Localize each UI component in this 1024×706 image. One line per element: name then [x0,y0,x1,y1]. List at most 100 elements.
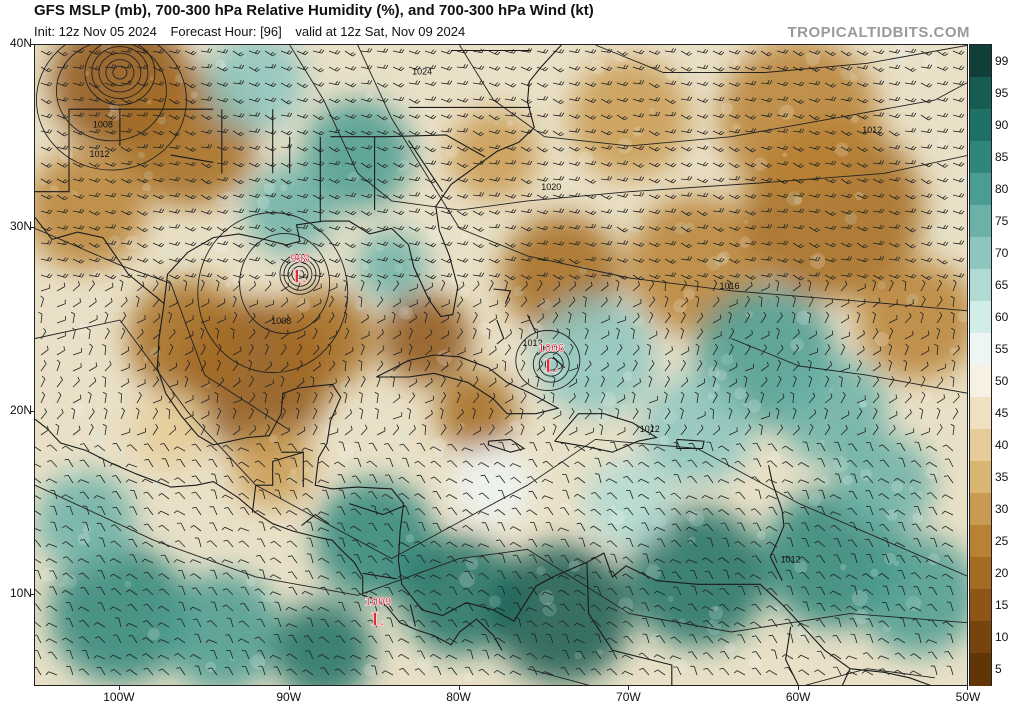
wind-barb [680,176,693,181]
wind-barb [392,194,405,199]
low-pressure-value: 998 [290,251,310,265]
wind-barb [616,97,629,103]
wind-barb [232,258,245,263]
wind-barb [40,113,53,119]
wind-barb [120,225,133,231]
wind-barb [248,82,261,87]
wind-barb [568,146,581,152]
wind-barb [840,81,853,87]
wind-barb [584,49,597,54]
wind-barb [920,114,933,121]
wind-barb [536,209,549,215]
map-title: GFS MSLP (mb), 700-300 hPa Relative Humi… [34,2,594,19]
wind-barb [760,50,773,57]
wind-barb [408,162,421,168]
wind-barb [392,66,405,71]
wind-barb [776,223,789,229]
wind-barb [808,145,821,150]
wind-barb [872,160,885,165]
wind-barb [648,226,661,231]
wind-barb [344,130,357,136]
wind-barb [264,162,277,168]
wind-barb [744,114,757,120]
wind-barb [728,226,741,231]
wind-barb [216,226,229,233]
wind-barb [488,242,501,248]
wind-barb [696,210,709,217]
wind-barb [840,224,853,229]
wind-barb [680,226,692,233]
colorbar-segment [970,461,991,494]
wind-barb [328,80,341,86]
wind-barbs [35,48,965,676]
wind-barb [952,113,965,118]
wind-barb [600,240,613,246]
wind-barb [104,146,117,152]
wind-barb [264,242,277,247]
colorbar-label: 50 [995,374,1009,388]
wind-barb [792,146,805,152]
isobar-label: 1016 [720,281,740,291]
low-pressure-value: 1006 [538,341,565,355]
wind-barb [456,162,469,168]
wind-barb [344,160,357,166]
wind-barb [408,240,421,246]
wind-barb [616,50,629,57]
longitude-tick [288,686,290,690]
wind-barb [56,208,69,214]
wind-barb [216,194,229,200]
wind-barb [680,242,693,249]
wind-barb [424,96,437,101]
wind-barb [88,226,101,231]
wind-barb [600,48,613,53]
isobar-label: 1012 [862,125,882,135]
wind-barb [120,160,133,165]
wind-barb [472,146,485,152]
wind-barb [296,193,309,199]
wind-barb [760,241,773,246]
wind-barb [184,194,197,200]
wind-barb [728,146,741,152]
wind-barb [40,146,53,152]
wind-barb [472,177,485,183]
wind-barb [344,114,357,119]
isobar-label: 1012 [640,424,660,434]
wind-barb [488,97,501,102]
wind-barb [664,240,677,246]
wind-barb [312,146,325,153]
forecast-hour: Forecast Hour: [96] [170,24,282,39]
wind-barb [232,64,245,69]
wind-barb [328,241,341,247]
wind-barb [504,225,517,230]
latitude-tick [30,44,34,45]
wind-barb [440,49,453,55]
latitude-label: 30N [9,219,32,234]
wind-barb [824,113,837,119]
wind-barb [344,177,357,182]
wind-barb [584,194,597,199]
wind-barb [360,162,373,169]
wind-barb [440,209,453,215]
wind-barb [808,130,821,136]
wind-barb [888,194,901,200]
low-pressure-symbol: L [293,265,306,287]
wind-barb [824,66,837,71]
wind-barb [248,49,261,55]
wind-barb [600,224,613,229]
wind-barb [872,178,885,184]
wind-barb [792,128,805,133]
wind-barb [552,208,565,213]
wind-barb [248,128,261,133]
wind-barb [904,48,917,53]
wind-barb [552,130,565,137]
wind-barb [552,80,565,86]
wind-barb [264,114,277,121]
wind-barb [808,114,821,121]
wind-barb [920,209,933,215]
wind-barb [664,66,677,72]
wind-barb [664,226,677,231]
wind-barb [200,144,213,149]
latitude-label: 20N [9,402,32,417]
wind-barb [424,81,437,86]
wind-barb [888,242,901,248]
